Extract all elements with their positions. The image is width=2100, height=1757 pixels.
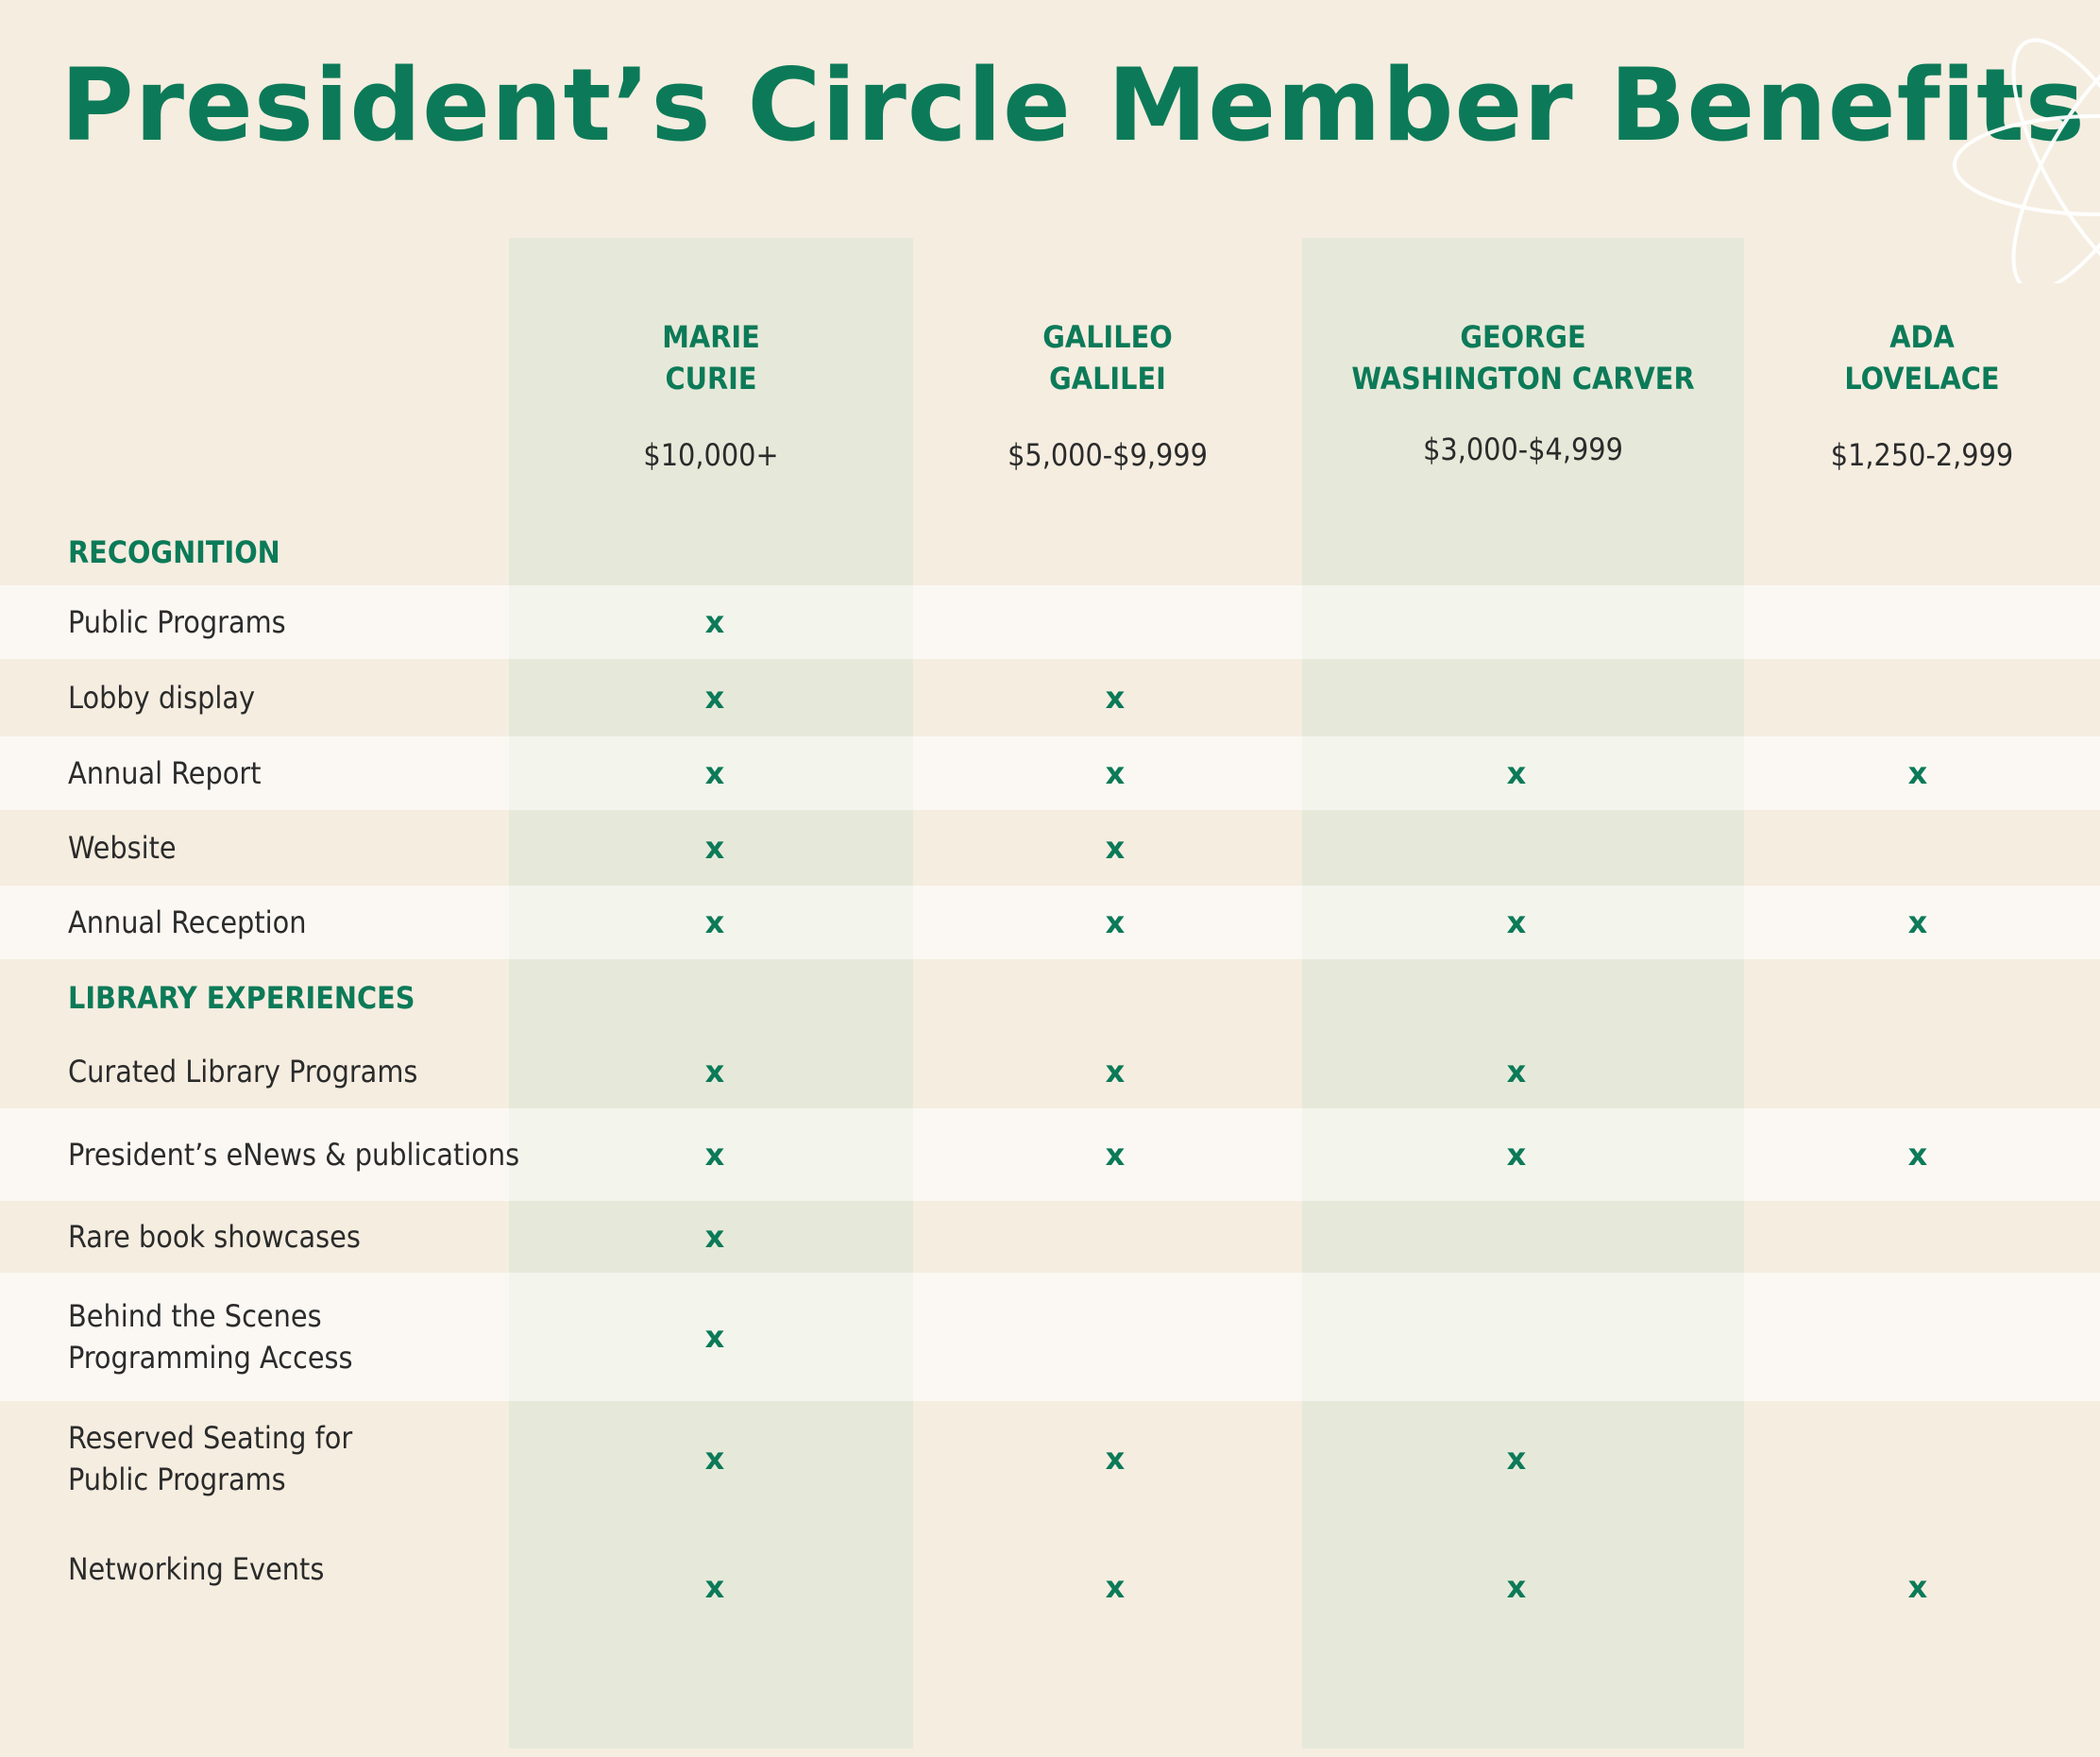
level-name: GALILEO GALILEI [1042, 319, 1173, 397]
row-stripe-band [509, 1273, 913, 1401]
row-stripe-band [1302, 886, 1744, 959]
row-stripe-band [1302, 1273, 1744, 1401]
included-mark: x [1907, 755, 1928, 791]
benefit-row: Rare book showcases x [0, 1201, 2100, 1273]
benefit-row: Networking Events x x x x [0, 1516, 2100, 1658]
included-mark: x [704, 1137, 725, 1173]
level-george-washington-carver: GEORGE WASHINGTON CARVER $3,000-$4,999 [1302, 316, 1744, 467]
benefit-row: Public Programs x [0, 585, 2100, 659]
level-galileo-galilei: GALILEO GALILEI $5,000-$9,999 [913, 316, 1302, 473]
included-mark: x [1506, 1137, 1527, 1173]
row-stripe-band [509, 886, 913, 959]
row-stripe [0, 886, 2100, 959]
included-mark: x [1506, 755, 1527, 791]
page-title: President’s Circle Member Benefits [60, 47, 2086, 163]
included-mark: x [1506, 1054, 1527, 1090]
included-mark: x [704, 755, 725, 791]
included-mark: x [704, 904, 725, 940]
included-mark: x [1105, 680, 1126, 716]
benefit-label: Curated Library Programs [68, 1054, 418, 1090]
row-stripe-band [509, 736, 913, 810]
benefit-label: Annual Report [68, 755, 262, 791]
included-mark: x [1105, 1441, 1126, 1477]
benefit-row: Lobby display x x [0, 659, 2100, 736]
column-band-marie-curie [509, 238, 913, 1749]
level-amount: $5,000-$9,999 [1008, 437, 1208, 473]
included-mark: x [1506, 904, 1527, 940]
included-mark: x [1105, 1054, 1126, 1090]
benefit-row: Website x x [0, 810, 2100, 886]
benefit-label: Public Programs [68, 604, 286, 640]
included-mark: x [704, 1054, 725, 1090]
row-stripe-band [509, 1108, 913, 1201]
benefit-row: Annual Reception x x x x [0, 886, 2100, 959]
included-mark: x [1506, 1441, 1527, 1477]
section-label-library-experiences: LIBRARY EXPERIENCES [68, 980, 415, 1016]
benefit-label: Networking Events [68, 1551, 325, 1587]
benefit-label: Behind the Scenes Programming Access [68, 1298, 353, 1376]
benefit-row: Curated Library Programs x x x [0, 1035, 2100, 1108]
included-mark: x [1105, 755, 1126, 791]
included-mark: x [1506, 1569, 1527, 1605]
level-ada-lovelace: ADA LOVELACE $1,250-2,999 [1744, 316, 2100, 473]
included-mark: x [1105, 830, 1126, 866]
row-stripe [0, 736, 2100, 810]
benefit-label: Lobby display [68, 680, 256, 716]
included-mark: x [704, 830, 725, 866]
benefit-label: Website [68, 830, 177, 866]
included-mark: x [704, 604, 725, 640]
column-band-george-washington-carver [1302, 238, 1744, 1749]
included-mark: x [704, 1569, 725, 1605]
level-name: MARIE CURIE [662, 319, 760, 397]
included-mark: x [704, 1441, 725, 1477]
included-mark: x [1907, 1137, 1928, 1173]
atom-icon [1953, 38, 2100, 283]
benefit-label: Rare book showcases [68, 1219, 361, 1255]
included-mark: x [704, 1319, 725, 1355]
section-label-recognition: RECOGNITION [68, 534, 280, 570]
level-marie-curie: MARIE CURIE $10,000+ [509, 316, 913, 473]
included-mark: x [704, 680, 725, 716]
included-mark: x [1907, 904, 1928, 940]
benefit-label: Annual Reception [68, 904, 307, 940]
included-mark: x [704, 1219, 725, 1255]
row-stripe-band [509, 585, 913, 659]
included-mark: x [1105, 1569, 1126, 1605]
level-name: GEORGE WASHINGTON CARVER [1351, 319, 1695, 397]
benefit-label: Reserved Seating for Public Programs [68, 1420, 353, 1497]
row-stripe-band [1302, 1108, 1744, 1201]
level-name: ADA LOVELACE [1844, 319, 2000, 397]
row-stripe [0, 1273, 2100, 1401]
row-stripe-band [1302, 736, 1744, 810]
included-mark: x [1105, 1137, 1126, 1173]
row-stripe [0, 585, 2100, 659]
included-mark: x [1907, 1569, 1928, 1605]
benefit-row: Reserved Seating for Public Programs x x x [0, 1401, 2100, 1516]
row-stripe [0, 1108, 2100, 1201]
benefit-row: President’s eNews & publications x x x x [0, 1108, 2100, 1201]
level-amount: $1,250-2,999 [1830, 437, 2014, 473]
row-stripe-band [1302, 585, 1744, 659]
level-amount: $10,000+ [643, 437, 779, 473]
level-amount: $3,000-$4,999 [1423, 431, 1623, 467]
included-mark: x [1105, 904, 1126, 940]
benefit-row: Annual Report x x x x [0, 736, 2100, 810]
benefit-label: President’s eNews & publications [68, 1137, 520, 1173]
benefit-row: Behind the Scenes Programming Access x [0, 1273, 2100, 1401]
